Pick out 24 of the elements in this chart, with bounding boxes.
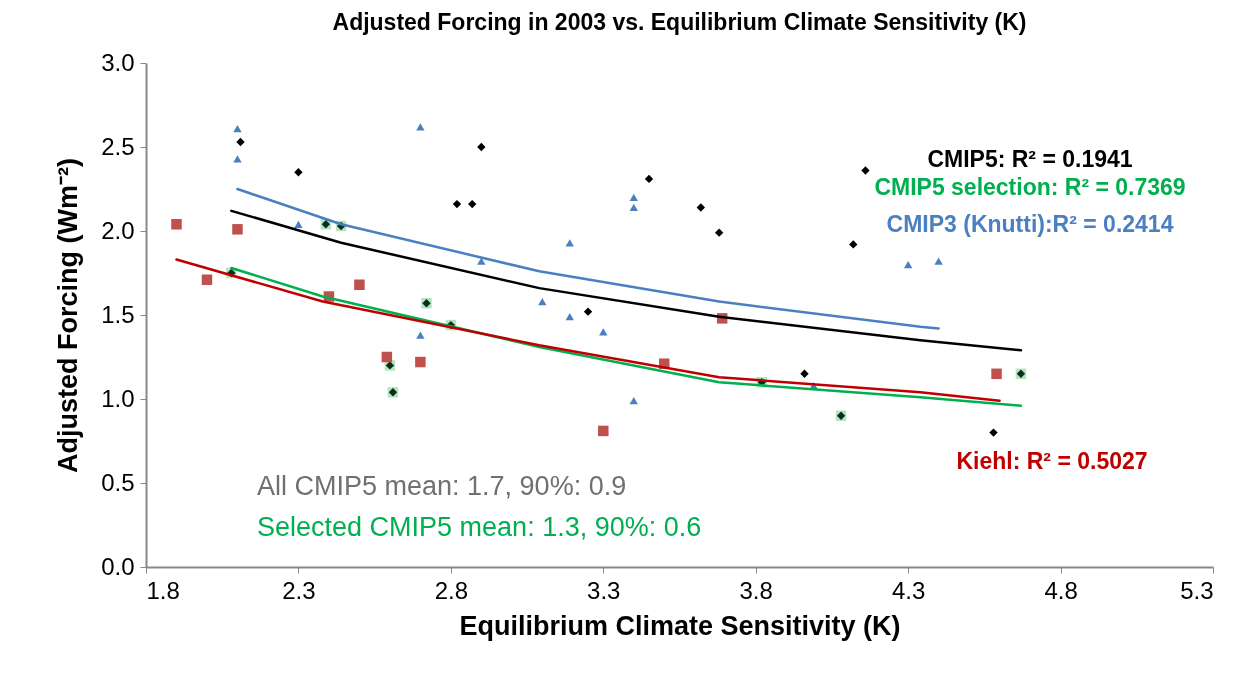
y-tick-label: 1.5	[101, 300, 135, 328]
y-tick-label: 2.0	[101, 216, 135, 244]
x-tick-label: 2.8	[434, 576, 469, 604]
text: CMIP5: R² = 0.1941	[927, 146, 1133, 172]
chart-title: Adjusted Forcing in 2003 vs. Equilibrium Climate Sensitivity (K)	[332, 9, 1027, 35]
y-tick-label: 1.0	[101, 384, 135, 412]
x-tick-label: 1.8	[146, 576, 180, 604]
annotation: Selected CMIP5 mean: 1.3, 90%: 0.6	[257, 512, 702, 542]
y-tick-label: 0.0	[101, 552, 135, 580]
y-tick-label: 3.0	[101, 48, 135, 76]
y-tick-label: 2.5	[101, 132, 135, 160]
text: Kiehl: R² = 0.5027	[956, 448, 1148, 474]
text: CMIP3 (Knutti):R² = 0.2414	[886, 211, 1174, 237]
annotation: All CMIP5 mean: 1.7, 90%: 0.9	[257, 471, 627, 501]
y-axis-title: Adjusted Forcing (Wm⁻²)	[53, 158, 84, 473]
x-axis-title: Equilibrium Climate Sensitivity (K)	[459, 610, 901, 641]
x-tick-label: 4.3	[891, 576, 926, 604]
text: CMIP5 selection: R² = 0.7369	[874, 174, 1186, 200]
x-tick-label: 5.3	[1180, 576, 1214, 604]
x-tick-label: 3.8	[739, 576, 773, 604]
x-tick-label: 4.8	[1044, 576, 1078, 604]
y-tick-label: 0.5	[101, 468, 135, 496]
x-tick-label: 3.3	[587, 576, 621, 604]
x-tick-label: 2.3	[282, 576, 316, 604]
